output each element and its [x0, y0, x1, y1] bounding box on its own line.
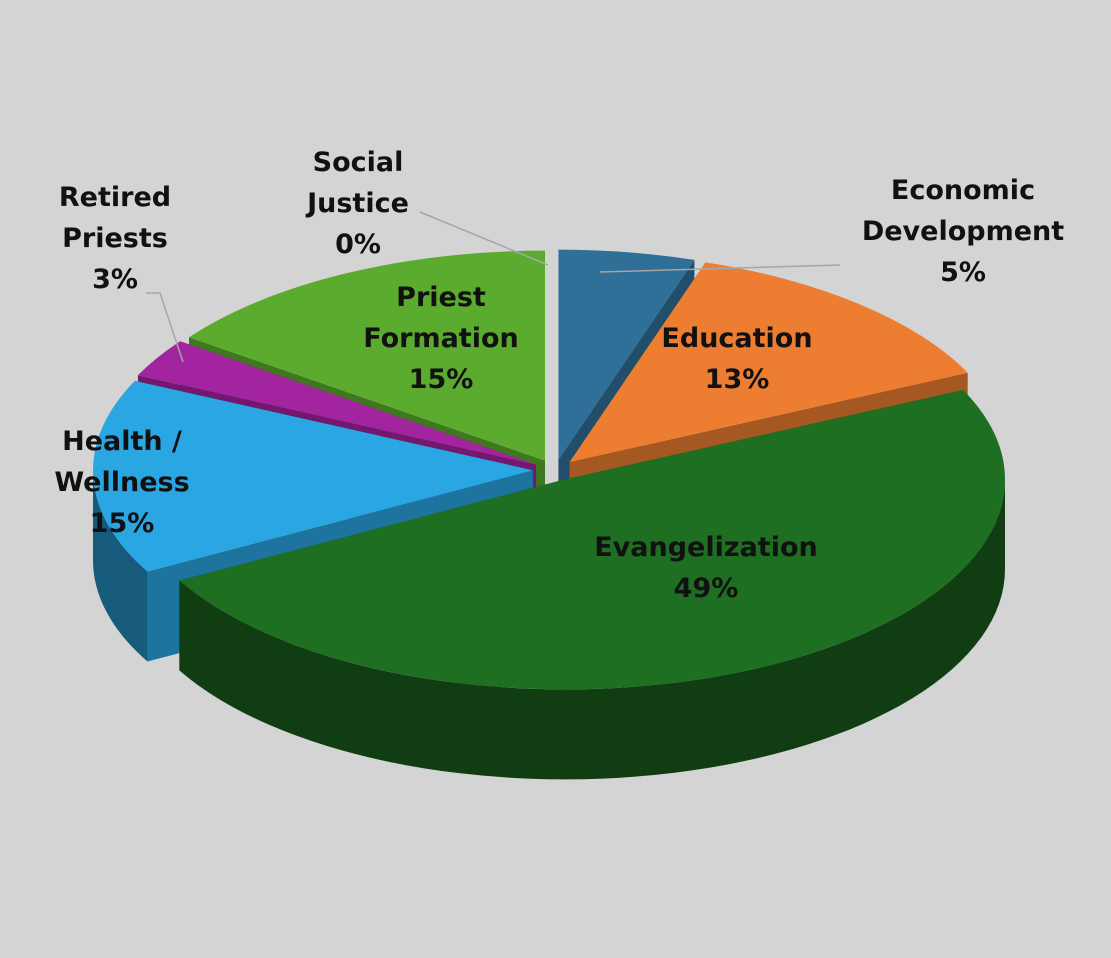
data-label: Evangelization 49% — [556, 527, 856, 609]
slice-top — [569, 262, 968, 463]
category-label: Health / Wellness — [54, 426, 190, 498]
data-label: Health / Wellness 15% — [37, 421, 207, 544]
value-label: 5% — [940, 257, 986, 288]
value-label: 49% — [673, 573, 739, 604]
value-label: 15% — [89, 508, 155, 539]
category-label: Economic Development — [861, 175, 1065, 247]
slice-wall — [93, 470, 148, 662]
slice-wall — [179, 479, 1005, 780]
leader-line — [419, 211, 549, 266]
leader-line — [146, 292, 184, 363]
data-label: Social Justice 0% — [293, 142, 423, 265]
slice-top — [93, 380, 534, 572]
data-label: Economic Development 5% — [843, 170, 1083, 293]
data-label: Priest Formation 15% — [351, 277, 531, 400]
category-label: Social Justice — [307, 147, 409, 219]
value-label: 13% — [704, 364, 770, 395]
category-label: Priest Formation — [363, 282, 519, 354]
value-label: 3% — [92, 264, 138, 295]
category-label: Evangelization — [594, 532, 818, 563]
value-label: 0% — [335, 229, 381, 260]
data-label: Education 13% — [637, 318, 837, 400]
slice-top — [137, 341, 537, 465]
category-label: Retired Priests — [58, 182, 172, 254]
slice-top — [189, 250, 546, 461]
data-label: Retired Priests 3% — [50, 177, 180, 300]
value-label: 15% — [408, 364, 474, 395]
leader-line — [599, 264, 841, 273]
slice — [179, 389, 1005, 780]
slice-top — [558, 249, 695, 460]
slice-top — [179, 389, 1005, 690]
category-label: Education — [661, 323, 813, 354]
